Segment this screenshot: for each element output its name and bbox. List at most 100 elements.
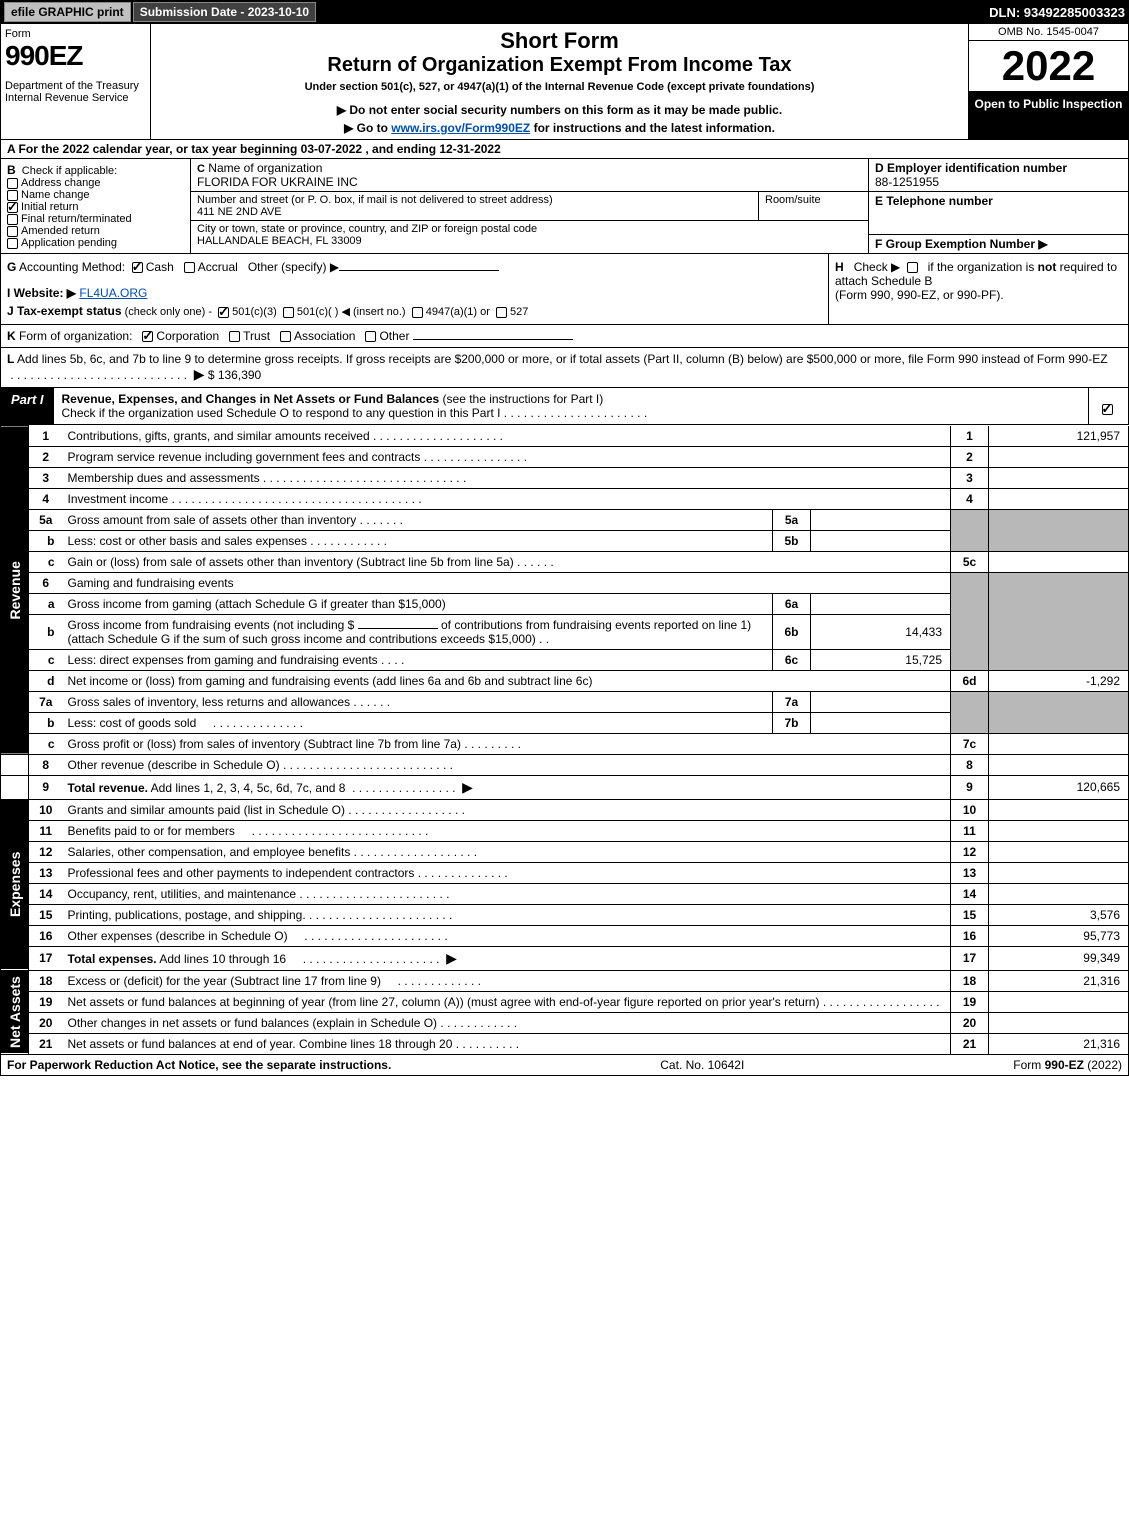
efile-graphic-print-button[interactable]: efile GRAPHIC print [4,2,131,22]
initial-return-checkbox[interactable] [7,202,18,213]
sub-amount [811,509,951,530]
application-pending-label: Application pending [21,237,117,249]
return-of-title: Return of Organization Exempt From Incom… [159,54,960,77]
other-specify-label: Other (specify) ▶ [248,260,339,274]
line-amount: -1,292 [989,670,1129,691]
association-checkbox[interactable] [280,331,291,342]
line-desc: Contributions, gifts, grants, and simila… [68,429,370,443]
table-row: 12 Salaries, other compensation, and emp… [1,841,1129,862]
table-row: 7a Gross sales of inventory, less return… [1,691,1129,712]
address-change-label: Address change [21,177,101,189]
table-row: 16 Other expenses (describe in Schedule … [1,925,1129,946]
sub-ref: 7a [773,691,811,712]
corporation-label: Corporation [156,329,219,343]
l-amount: $ 136,390 [208,368,261,382]
4947-label: 4947(a)(1) or [426,306,490,318]
cash-checkbox[interactable] [132,262,143,273]
other-specify-input[interactable] [339,270,499,271]
address-change-checkbox[interactable] [7,178,18,189]
line-amount: 120,665 [989,775,1129,799]
section-d-e-f: D Employer identification number 88-1251… [868,159,1128,253]
line-num: 15 [29,904,63,925]
shaded-cell [951,509,989,551]
section-g-h-i-j: G Accounting Method: Cash Accrual Other … [0,254,1129,325]
line-num: c [29,551,63,572]
line-num: 12 [29,841,63,862]
line-num: b [29,614,63,649]
h-checkbox[interactable] [907,262,918,273]
row-l: L Add lines 5b, 6c, and 7b to line 9 to … [0,348,1129,388]
corporation-checkbox[interactable] [142,331,153,342]
footer-cat-no: Cat. No. 10642I [660,1058,744,1072]
other-org-checkbox[interactable] [365,331,376,342]
trust-checkbox[interactable] [229,331,240,342]
527-label: 527 [510,306,528,318]
table-row: 3 Membership dues and assessments . . . … [1,467,1129,488]
line-desc: Gross income from gaming (attach Schedul… [68,597,446,611]
line-num: 13 [29,862,63,883]
table-row: c Gross profit or (loss) from sales of i… [1,733,1129,754]
section-c: C Name of organization FLORIDA FOR UKRAI… [191,159,868,253]
e-phone-label: E Telephone number [875,194,993,208]
irs-link[interactable]: www.irs.gov/Form990EZ [391,121,530,135]
line-desc: Gross profit or (loss) from sales of inv… [68,737,461,751]
line-desc: Other expenses (describe in Schedule O) [68,929,288,943]
501c3-checkbox[interactable] [218,307,229,318]
line-num: 10 [29,799,63,820]
line-amount: 3,576 [989,904,1129,925]
line-desc: Less: cost of goods sold [68,716,197,730]
sub-amount: 15,725 [811,649,951,670]
shaded-cell [951,572,989,670]
application-pending-checkbox[interactable] [7,238,18,249]
amended-return-checkbox[interactable] [7,226,18,237]
other-org-input[interactable] [413,339,573,340]
sub-amount [811,530,951,551]
under-section-text: Under section 501(c), 527, or 4947(a)(1)… [159,81,960,93]
line-amount [989,820,1129,841]
part-1-checkbox-cell [1088,388,1128,424]
h-not: not [1038,260,1057,274]
line-num: 5a [29,509,63,530]
room-suite-label: Room/suite [765,194,821,206]
line-num: 16 [29,925,63,946]
4947-checkbox[interactable] [412,307,423,318]
line-num: 2 [29,446,63,467]
accrual-label: Accrual [198,260,238,274]
line-num: 20 [29,1012,63,1033]
sub-ref: 7b [773,712,811,733]
part-1-schedule-o-checkbox[interactable] [1102,404,1113,415]
contributions-input[interactable] [358,628,438,629]
table-row: Expenses 10 Grants and similar amounts p… [1,799,1129,820]
line-desc: Other revenue (describe in Schedule O) [68,758,280,772]
row-k: K Form of organization: Corporation Trus… [0,325,1129,348]
sub2-pre: ▶ Go to [344,121,391,135]
section-b-c-d-e-f: B Check if applicable: Address change Na… [0,159,1129,254]
arrow-icon: ▶ [194,366,205,382]
line-desc: Professional fees and other payments to … [68,866,415,880]
line-ref: 16 [951,925,989,946]
table-row: 9 Total revenue. Add lines 1, 2, 3, 4, 5… [1,775,1129,799]
trust-label: Trust [243,329,270,343]
sub-ref: 5a [773,509,811,530]
501c-checkbox[interactable] [283,307,294,318]
line-amount [989,1012,1129,1033]
name-of-org-label: Name of organization [208,161,322,175]
accrual-checkbox[interactable] [184,262,195,273]
line-num: 19 [29,991,63,1012]
table-row: 13 Professional fees and other payments … [1,862,1129,883]
527-checkbox[interactable] [496,307,507,318]
website-link[interactable]: FL4UA.ORG [79,286,147,300]
sub-ref: 6b [773,614,811,649]
line-num: 18 [29,970,63,991]
501c3-label: 501(c)(3) [232,306,277,318]
line-num: c [29,649,63,670]
check-if-label: Check if applicable: [22,165,117,177]
line-ref: 21 [951,1033,989,1054]
final-return-checkbox[interactable] [7,214,18,225]
footer-right-pre: Form [1013,1058,1044,1072]
b-label: B [7,163,16,177]
line-num: 21 [29,1033,63,1054]
form-number: 990EZ [5,40,146,72]
line-amount: 95,773 [989,925,1129,946]
ssn-warning: ▶ Do not enter social security numbers o… [159,103,960,117]
